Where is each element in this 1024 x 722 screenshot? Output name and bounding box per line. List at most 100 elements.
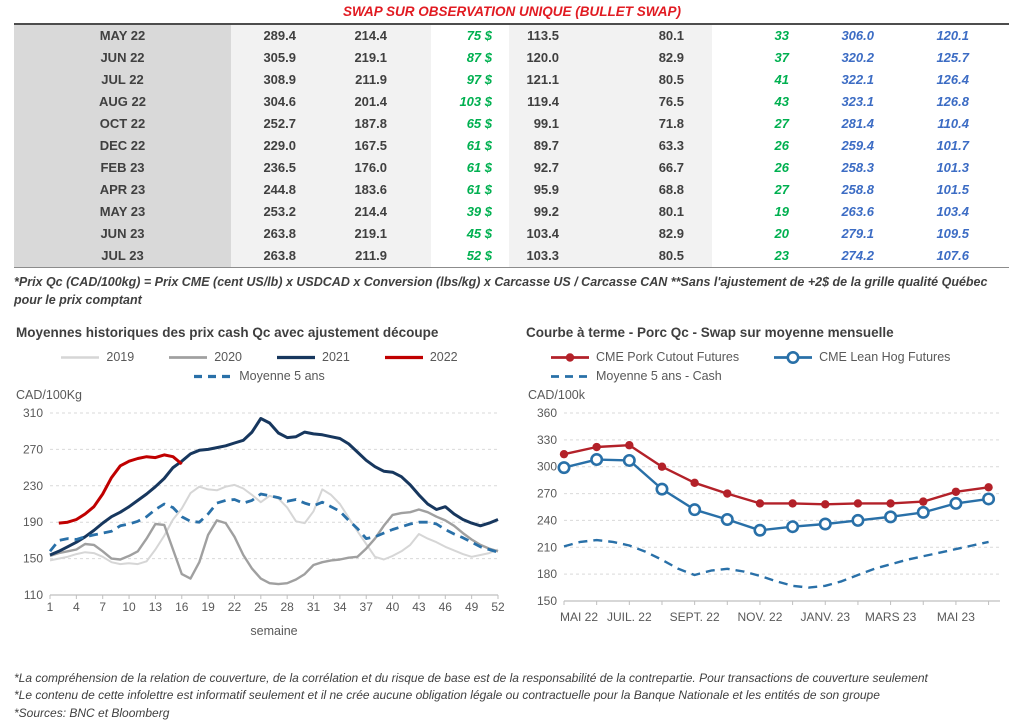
table-cell: 63.3 — [599, 135, 712, 157]
table-cell: 244.8 — [231, 179, 344, 201]
table-cell: 101.5 — [936, 182, 969, 197]
newsletter-page: SWAP SUR OBSERVATION UNIQUE (BULLET SWAP… — [0, 4, 1024, 722]
table-cell: 274.2 — [841, 248, 874, 263]
table-cell: 263.6 — [841, 204, 874, 219]
legend-label: Moyenne 5 ans — [239, 369, 325, 383]
swap-table: MAY 22 289.4 214.4 75 $113.5 80.1 33 306.0 120.… — [14, 23, 1009, 268]
legend-label: CME Pork Cutout Futures — [596, 350, 740, 364]
table-row: MAY 23 253.2 214.4 39 $ 99.2 80.1 19 263.6 103.4 — [14, 201, 1009, 223]
svg-text:MARS 23: MARS 23 — [865, 610, 917, 624]
svg-text:110: 110 — [24, 588, 43, 602]
svg-text:SEPT. 22: SEPT. 22 — [670, 610, 720, 624]
svg-text:40: 40 — [386, 600, 400, 614]
table-cell: 80.5 — [599, 69, 712, 91]
table-cell: 236.5 — [231, 157, 344, 179]
table-cell: 75 $ — [466, 28, 492, 43]
table-cell-month: OCT 22 — [14, 113, 231, 135]
svg-text:semaine: semaine — [250, 624, 297, 638]
legend-label: 2021 — [322, 350, 350, 364]
swap-table-body: MAY 22 289.4 214.4 75 $113.5 80.1 33 306.0 120.… — [14, 25, 1009, 267]
table-cell: 23 — [774, 248, 789, 263]
table-cell: 259.4 — [841, 138, 874, 153]
line-chart-svg: CAD/100Kg 110 150 190 230 270 310 1 4 7 10 13 16 19 22… — [16, 388, 505, 638]
table-row: APR 23 244.8 183.6 61 $ 95.9 68.8 27 258.8 101.5 — [14, 179, 1009, 201]
table-cell: 99.2 — [509, 201, 599, 223]
table-cell: 80.1 — [599, 201, 712, 223]
table-cell: 109.5 — [936, 226, 969, 241]
table-cell-month: JUL 22 — [14, 69, 231, 91]
legend-swatch-icon — [194, 374, 233, 378]
table-cell: 279.1 — [841, 226, 874, 241]
svg-text:190: 190 — [23, 515, 43, 529]
table-cell-month: MAY 22 — [14, 25, 231, 47]
table-cell: 211.9 — [344, 245, 431, 267]
legend-item: Moyenne 5 ans — [193, 369, 325, 383]
table-cell: 99.1 — [509, 113, 599, 135]
table-cell: 39 $ — [466, 204, 492, 219]
svg-text:4: 4 — [73, 600, 80, 614]
footer-disclaimers: *La compréhension de la relation de couv… — [14, 670, 1009, 722]
table-row: FEB 23 236.5 176.0 61 $ 92.7 66.7 26 258.3 101.3 — [14, 157, 1009, 179]
svg-text:16: 16 — [175, 600, 189, 614]
table-cell: 211.9 — [344, 69, 431, 91]
table-cell: 103.3 — [509, 245, 599, 267]
table-cell: 253.2 — [231, 201, 344, 223]
table-cell: 110.4 — [937, 116, 969, 131]
table-cell-month: JUN 22 — [14, 47, 231, 69]
table-cell: 26 — [774, 160, 789, 175]
table-cell: 306.0 — [841, 28, 874, 43]
page-title: SWAP SUR OBSERVATION UNIQUE (BULLET SWAP… — [342, 4, 681, 19]
table-cell: 120.0 — [509, 47, 599, 69]
table-cell-month: AUG 22 — [14, 91, 231, 113]
legend-swatch-icon — [169, 355, 208, 359]
table-cell: 27 — [774, 182, 789, 197]
table-cell: 45 $ — [466, 226, 492, 241]
table-cell: 308.9 — [231, 69, 344, 91]
table-cell: 120.1 — [936, 28, 969, 43]
table-cell: 107.6 — [936, 248, 969, 263]
table-cell: 97 $ — [466, 72, 492, 87]
chart-historical-cash-prices: Moyennes historiques des prix cash Qc av… — [14, 325, 505, 656]
legend-item: CME Pork Cutout Futures — [550, 350, 739, 364]
table-cell: 89.7 — [509, 135, 599, 157]
table-cell: 214.4 — [344, 25, 431, 47]
table-cell: 263.8 — [231, 245, 344, 267]
svg-text:240: 240 — [537, 513, 557, 527]
table-row: OCT 22 252.7 187.8 65 $ 99.1 71.8 27 281.4 110.4 — [14, 113, 1009, 135]
table-cell: 167.5 — [344, 135, 431, 157]
line-chart-svg: CAD/100k 150 180 210 240 270 300 330 360 MAI 22 JU… — [528, 388, 1000, 624]
legend-swatch-icon — [774, 350, 813, 364]
table-cell: 103 $ — [459, 94, 492, 109]
svg-text:MAI 23: MAI 23 — [937, 610, 975, 624]
table-cell: 41 — [774, 72, 789, 87]
table-cell: 126.8 — [936, 94, 969, 109]
table-cell: 71.8 — [599, 113, 712, 135]
legend-swatch-icon — [551, 374, 589, 378]
table-cell: 33 — [774, 28, 789, 43]
table-cell: 82.9 — [599, 47, 712, 69]
table-cell: 289.4 — [231, 25, 344, 47]
table-cell: 281.4 — [841, 116, 874, 131]
svg-text:360: 360 — [537, 406, 557, 420]
table-cell: 61 $ — [466, 160, 492, 175]
table-row: JUL 22 308.9 211.9 97 $ 121.1 80.5 41 322.1 126.… — [14, 69, 1009, 91]
table-cell: 183.6 — [344, 179, 431, 201]
svg-text:52: 52 — [491, 600, 504, 614]
legend-item: 2020 — [168, 350, 242, 364]
table-row: DEC 22 229.0 167.5 61 $ 89.7 63.3 26 259.4 101.7 — [14, 135, 1009, 157]
table-cell: 101.7 — [936, 138, 969, 153]
legend-item: 2021 — [276, 350, 350, 364]
table-cell: 66.7 — [599, 157, 712, 179]
chart-legend-historical: 2019 2020 2021 2022 Moyenne 5 ans — [14, 350, 504, 383]
table-cell: 258.8 — [841, 182, 874, 197]
svg-text:7: 7 — [99, 600, 106, 614]
table-cell: 119.4 — [509, 91, 599, 113]
table-cell: 176.0 — [344, 157, 431, 179]
svg-text:270: 270 — [537, 487, 557, 501]
table-cell: 61 $ — [466, 138, 492, 153]
chart-forward-curve: Courbe à terme - Porc Qc - Swap sur moye… — [524, 325, 1014, 656]
svg-text:270: 270 — [23, 442, 43, 456]
table-cell: 229.0 — [231, 135, 344, 157]
table-cell: 52 $ — [466, 248, 492, 263]
svg-text:300: 300 — [537, 460, 557, 474]
